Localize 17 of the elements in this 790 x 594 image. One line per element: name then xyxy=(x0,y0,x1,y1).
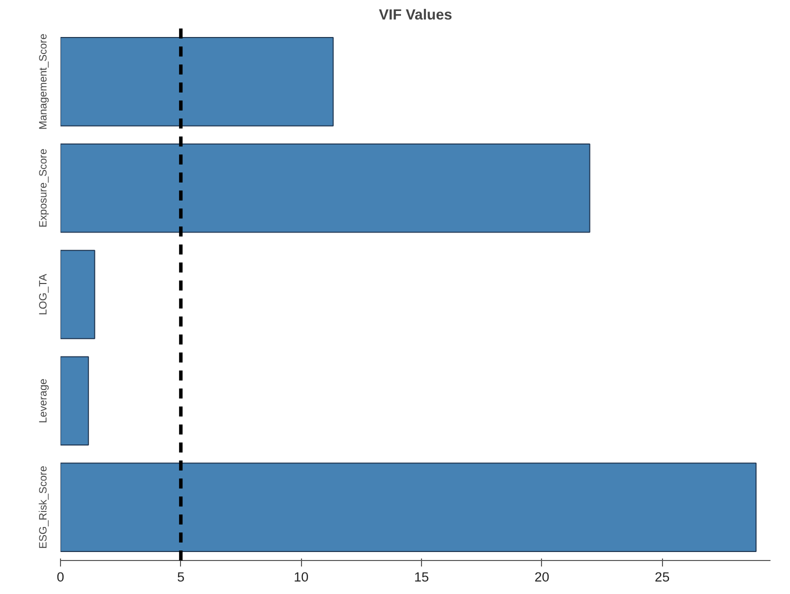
x-tick-label: 25 xyxy=(654,570,670,584)
x-tick-label: 0 xyxy=(56,570,64,584)
y-tick-label: Exposure_Score xyxy=(38,148,50,228)
bar xyxy=(60,250,96,340)
y-tick-label: Leverage xyxy=(38,378,50,424)
y-tick-label: Management_Score xyxy=(38,34,50,130)
y-tick-label: ESG_Risk_Score xyxy=(38,466,50,549)
bar xyxy=(60,462,757,552)
x-tick-label: 20 xyxy=(534,570,550,584)
x-tick-label: 5 xyxy=(177,570,185,584)
bar xyxy=(60,37,334,126)
bar xyxy=(60,143,590,233)
x-tick-label: 10 xyxy=(294,570,309,584)
chart-title: VIF Values xyxy=(378,8,452,24)
x-tick-label: 15 xyxy=(414,570,429,584)
y-tick-label: LOG_TA xyxy=(38,272,50,316)
bar xyxy=(60,356,89,446)
